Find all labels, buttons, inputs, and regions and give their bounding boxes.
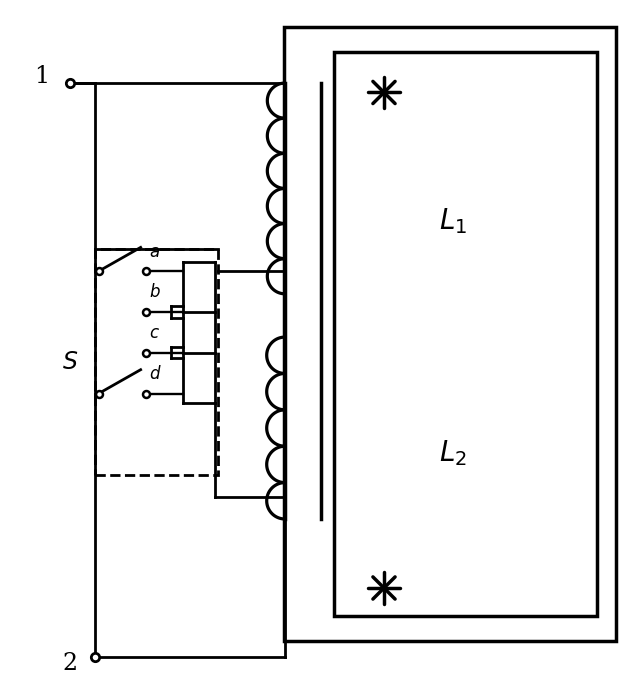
Text: $L_1$: $L_1$ (439, 206, 467, 236)
Text: 1: 1 (35, 65, 50, 88)
Text: $S$: $S$ (62, 351, 79, 374)
Text: $c$: $c$ (149, 325, 160, 342)
Bar (284, 26, 616, 641)
Text: $a$: $a$ (149, 243, 160, 261)
Text: $b$: $b$ (149, 283, 161, 301)
Text: $L_2$: $L_2$ (439, 438, 467, 468)
Text: $d$: $d$ (149, 365, 161, 383)
Bar (96, 249, 218, 475)
Bar (334, 52, 597, 616)
Text: 2: 2 (63, 651, 78, 675)
